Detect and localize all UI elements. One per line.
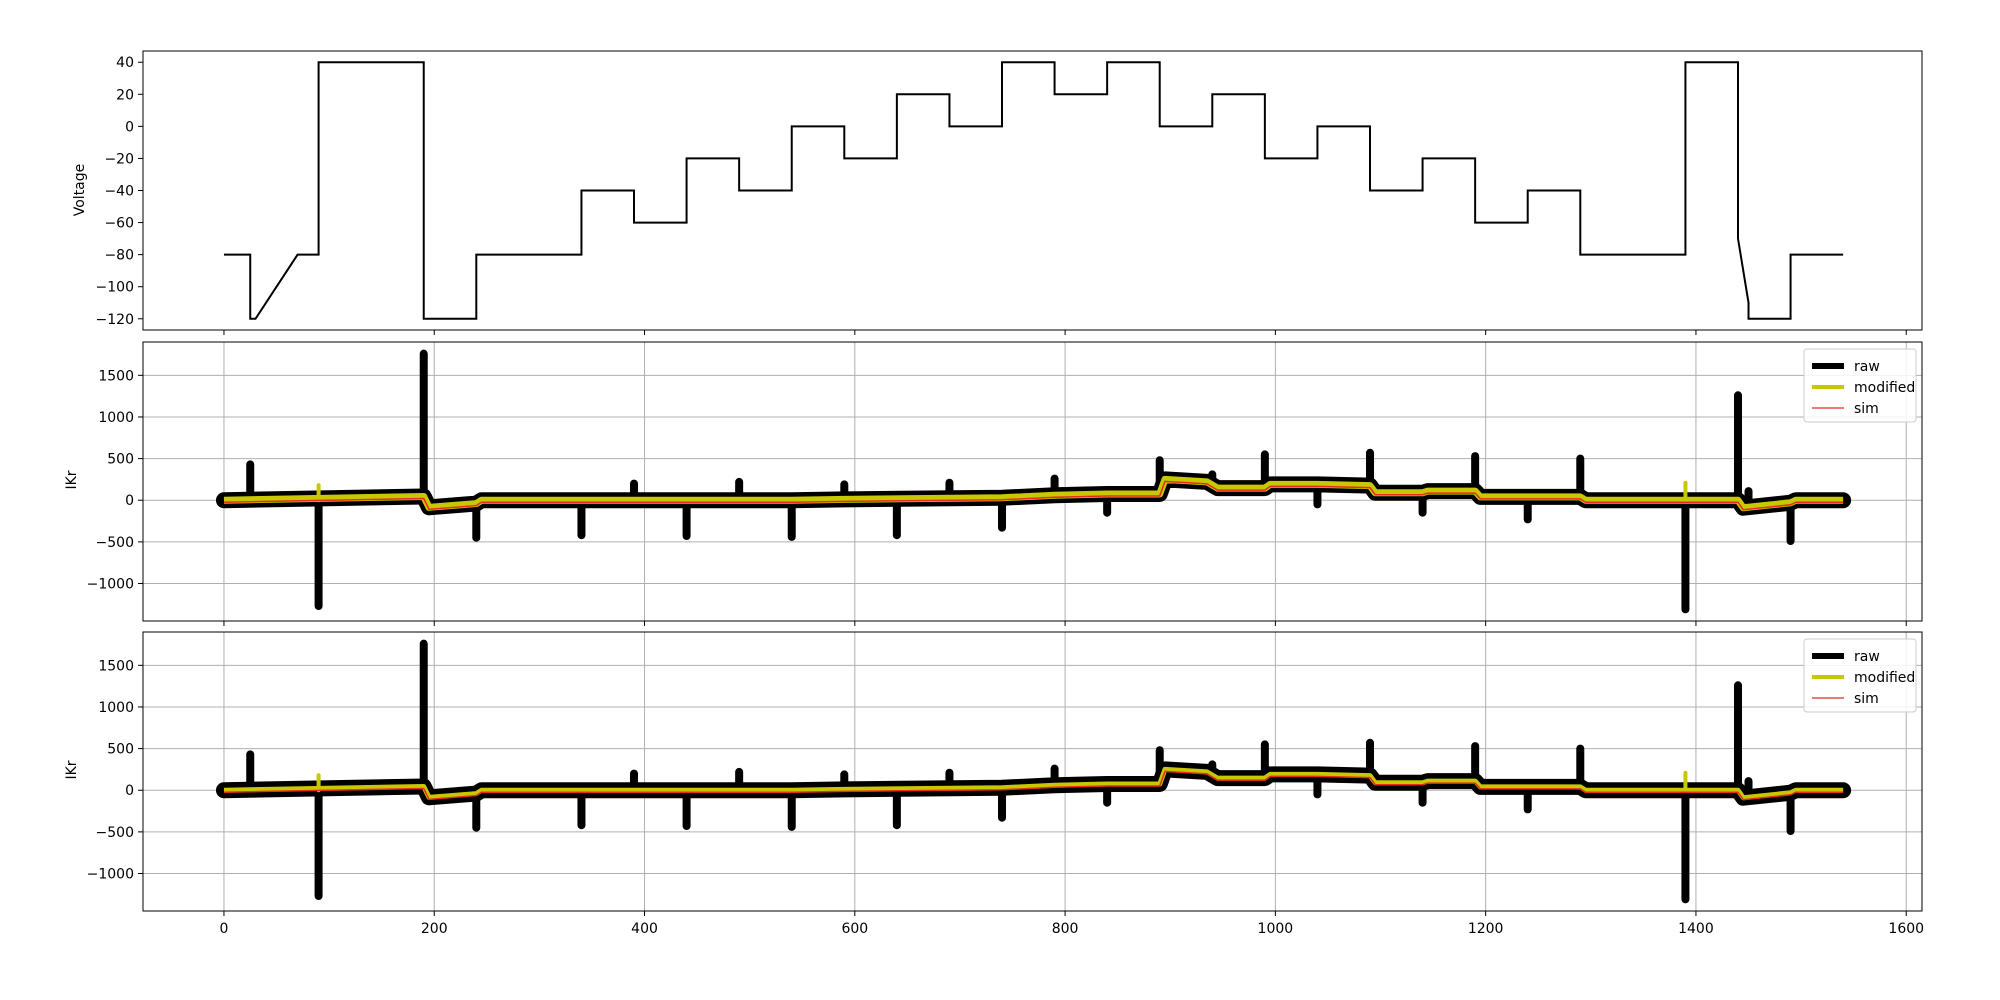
y-tick-label: −100: [96, 280, 134, 296]
y-tick-label: −60: [104, 216, 134, 232]
ikr-lower-axes-frame: [142, 631, 1923, 912]
x-tick-label: 200: [421, 921, 448, 937]
y-tick-label: 1500: [98, 658, 134, 674]
voltage-x-ticks: [223, 330, 1907, 335]
y-tick-label: 20: [116, 87, 134, 103]
y-tick-label: −120: [96, 312, 134, 328]
ikr-lower-x-ticks: 0 200 400 600 800 1000 1200 1400 1600: [219, 911, 1924, 937]
legend-label-sim: sim: [1854, 691, 1879, 707]
y-tick-label: −500: [96, 535, 134, 551]
y-tick-label: 0: [125, 493, 134, 509]
sim-trace: [223, 770, 1844, 801]
ikr-upper-grid: [143, 342, 1922, 621]
y-tick-label: −20: [104, 151, 134, 167]
ikr-lower-y-ticks: 1500 1000 500 0 −500 −1000: [87, 658, 143, 883]
ikr-upper-y-axis-label: IKr: [64, 470, 80, 489]
modified-trace: [223, 475, 1844, 512]
legend-label-modified: modified: [1854, 670, 1915, 686]
ikr-upper-x-ticks: [223, 621, 1907, 626]
legend-label-raw: raw: [1854, 649, 1880, 665]
ikr-lower-legend: raw modified sim: [1803, 638, 1917, 713]
x-tick-label: 1200: [1468, 921, 1504, 937]
voltage-line: [223, 61, 1844, 320]
voltage-y-ticks: 40 20 0 −20 −40 −60 −80 −100 −120: [96, 55, 143, 328]
y-tick-label: −40: [104, 184, 134, 200]
legend-label-raw: raw: [1854, 359, 1880, 375]
y-tick-label: −500: [96, 825, 134, 841]
sim-trace: [223, 480, 1844, 511]
y-tick-label: 1000: [98, 410, 134, 426]
x-tick-label: 600: [841, 921, 868, 937]
modified-trace: [223, 766, 1844, 801]
y-tick-label: 500: [107, 742, 134, 758]
y-tick-label: −1000: [87, 867, 134, 883]
ikr-upper-plot-area: [215, 349, 1852, 614]
x-tick-label: 800: [1052, 921, 1079, 937]
ikr-lower-y-axis-label: IKr: [64, 760, 80, 779]
voltage-panel: 40 20 0 −20 −40 −60 −80 −100 −120 Voltage: [72, 50, 1923, 335]
y-tick-label: 1500: [98, 368, 134, 384]
voltage-plot-area: [223, 61, 1844, 320]
y-tick-label: −1000: [87, 577, 134, 593]
y-tick-label: 0: [125, 119, 134, 135]
ikr-lower-plot-area: [215, 639, 1852, 904]
x-tick-label: 0: [219, 921, 228, 937]
voltage-y-axis-label: Voltage: [72, 164, 88, 217]
y-tick-label: 40: [116, 55, 134, 71]
ikr-panel-upper: 1500 1000 500 0 −500 −1000 IKr raw modified sim: [64, 341, 1923, 626]
y-tick-label: 1000: [98, 700, 134, 716]
ikr-upper-legend: raw modified sim: [1803, 348, 1917, 423]
y-tick-label: 0: [125, 783, 134, 799]
x-tick-label: 1400: [1678, 921, 1714, 937]
x-tick-label: 400: [631, 921, 658, 937]
x-tick-label: 1600: [1888, 921, 1924, 937]
ikr-upper-y-ticks: 1500 1000 500 0 −500 −1000: [87, 368, 143, 593]
y-tick-label: −80: [104, 248, 134, 264]
x-tick-label: 1000: [1258, 921, 1294, 937]
legend-label-sim: sim: [1854, 401, 1879, 417]
legend-label-modified: modified: [1854, 380, 1915, 396]
y-tick-label: 500: [107, 452, 134, 468]
ikr-upper-axes-frame: [142, 341, 1923, 622]
